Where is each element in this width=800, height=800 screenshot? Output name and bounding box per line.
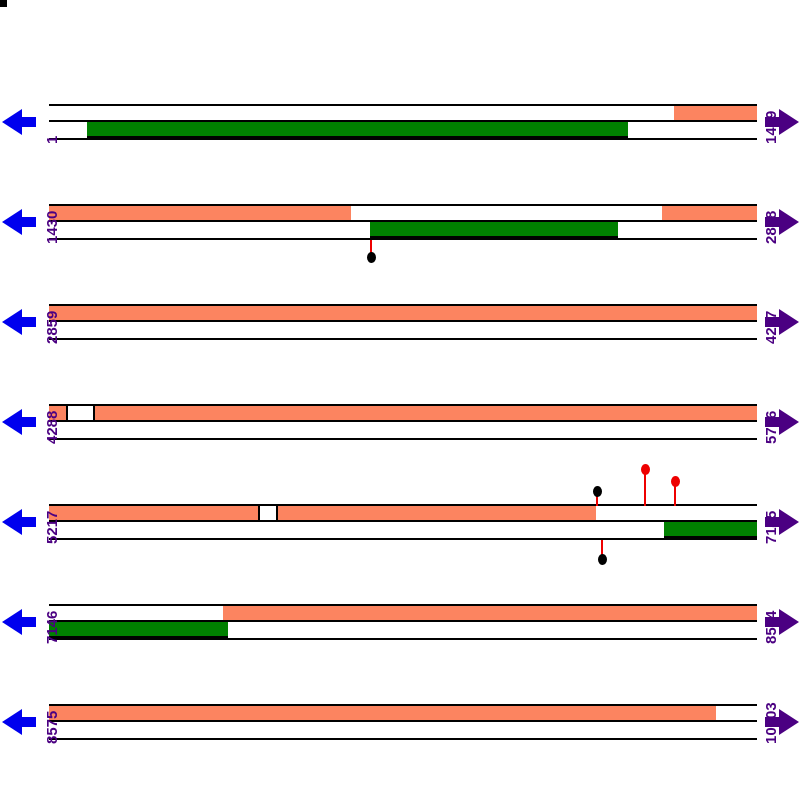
sequence-row[interactable]: 1 1429 — [0, 66, 800, 166]
end-coordinate-label: 1429 — [763, 110, 780, 144]
track-rails — [49, 704, 757, 744]
left-arrow-icon[interactable] — [2, 109, 36, 135]
feature-forward-orange[interactable] — [49, 304, 757, 322]
rail-line-3 — [49, 638, 757, 640]
sequence-row[interactable]: 1430 2858 — [0, 166, 800, 266]
feature-forward-orange[interactable] — [49, 504, 258, 522]
marker-stem — [674, 482, 677, 506]
sequence-row[interactable]: 4288 5716 — [0, 366, 800, 466]
end-coordinate-label: 2858 — [763, 210, 780, 244]
start-coordinate-label: 4288 — [44, 410, 61, 444]
feature-forward-orange[interactable] — [662, 204, 757, 222]
start-coordinate-label: 1 — [44, 135, 61, 144]
feature-reverse-green[interactable] — [87, 120, 629, 138]
left-arrow-icon[interactable] — [2, 509, 36, 535]
left-arrow-tail — [22, 717, 36, 727]
right-arrow-icon[interactable] — [765, 709, 799, 735]
sequence-row[interactable]: 2859 4287 — [0, 266, 800, 366]
left-arrow-icon[interactable] — [2, 409, 36, 435]
right-arrow-tail — [765, 517, 779, 527]
feature-forward-orange[interactable] — [674, 104, 757, 122]
track-rails — [49, 604, 757, 644]
feature-forward-orange[interactable] — [277, 504, 596, 522]
corner-artifact — [0, 0, 7, 7]
rail-line-3 — [49, 438, 757, 440]
right-arrow-tail — [765, 617, 779, 627]
feature-forward-orange[interactable] — [49, 404, 66, 422]
end-coordinate-label: 8574 — [763, 610, 780, 644]
feature-forward-orange[interactable] — [49, 204, 352, 222]
start-coordinate-label: 8575 — [44, 710, 61, 744]
rail-line-3 — [49, 338, 757, 340]
start-coordinate-label: 7146 — [44, 610, 61, 644]
rail-line-3 — [49, 738, 757, 740]
feature-forward-orange[interactable] — [49, 704, 716, 722]
track-rails — [49, 464, 757, 565]
marker-stem — [596, 492, 599, 506]
end-coordinate-label: 7145 — [763, 510, 780, 544]
right-arrow-icon[interactable] — [765, 309, 799, 335]
right-arrow-tail — [765, 317, 779, 327]
left-arrow-icon[interactable] — [2, 209, 36, 235]
marker-head — [593, 486, 603, 497]
left-arrow-icon[interactable] — [2, 709, 36, 735]
right-arrow-tail — [765, 217, 779, 227]
right-arrow-tail — [765, 717, 779, 727]
sequence-row[interactable]: 7146 8574 — [0, 566, 800, 666]
track-rails — [49, 204, 757, 263]
sequence-row[interactable]: 5217 7145 — [0, 464, 800, 566]
left-arrow-tail — [22, 417, 36, 427]
start-coordinate-label: 2859 — [44, 310, 61, 344]
left-arrow-icon[interactable] — [2, 609, 36, 635]
feature-forward-white[interactable] — [257, 504, 278, 522]
end-coordinate-label: 10003 — [763, 702, 780, 744]
right-arrow-icon[interactable] — [765, 409, 799, 435]
left-arrow-tail — [22, 317, 36, 327]
rail-line-3 — [49, 238, 757, 240]
feature-reverse-green[interactable] — [49, 620, 229, 638]
rail-line-3 — [49, 538, 757, 540]
marker-head — [671, 476, 681, 487]
feature-forward-orange[interactable] — [223, 604, 757, 622]
right-arrow-tail — [765, 117, 779, 127]
track-rails — [49, 304, 757, 344]
end-coordinate-label: 5716 — [763, 410, 780, 444]
feature-reverse-green[interactable] — [664, 520, 757, 538]
right-arrow-icon[interactable] — [765, 209, 799, 235]
feature-forward-white[interactable] — [65, 404, 95, 422]
end-coordinate-label: 4287 — [763, 310, 780, 344]
start-coordinate-label: 1430 — [44, 210, 61, 244]
left-arrow-tail — [22, 617, 36, 627]
marker-head — [366, 252, 376, 263]
rail-line-3 — [49, 138, 757, 140]
start-coordinate-label: 5217 — [44, 510, 61, 544]
marker-stem — [643, 470, 646, 506]
right-arrow-icon[interactable] — [765, 509, 799, 535]
sequence-row[interactable]: 8575 10003 — [0, 666, 800, 766]
right-arrow-icon[interactable] — [765, 109, 799, 135]
rail-line-1 — [49, 204, 757, 206]
left-arrow-tail — [22, 217, 36, 227]
feature-forward-orange[interactable] — [95, 404, 757, 422]
marker-stem — [600, 540, 603, 556]
marker-stem — [369, 240, 372, 254]
right-arrow-icon[interactable] — [765, 609, 799, 635]
track-rails — [49, 104, 757, 144]
track-rails — [49, 404, 757, 444]
left-arrow-tail — [22, 517, 36, 527]
marker-head — [640, 464, 650, 475]
rail-line-1 — [49, 104, 757, 106]
marker-head — [597, 554, 607, 565]
feature-reverse-green[interactable] — [369, 220, 618, 238]
left-arrow-icon[interactable] — [2, 309, 36, 335]
left-arrow-tail — [22, 117, 36, 127]
right-arrow-tail — [765, 417, 779, 427]
